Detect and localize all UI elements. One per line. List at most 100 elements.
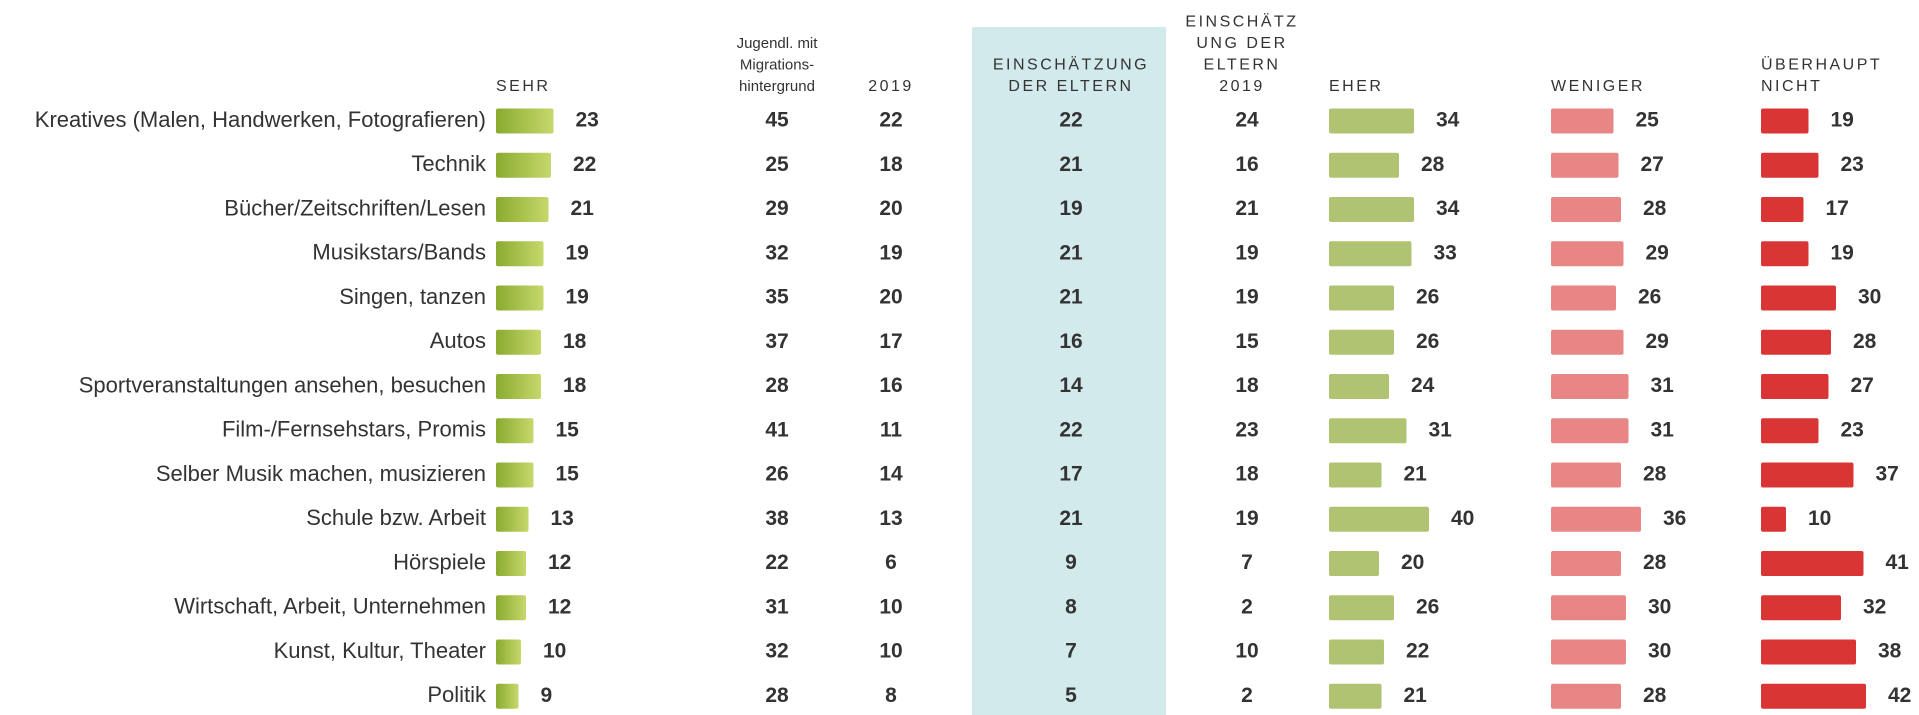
column-header: Jugendl. mit [737, 35, 819, 52]
category-label: Singen, tanzen [339, 284, 486, 309]
category-label: Sportveranstaltungen ansehen, besuchen [79, 372, 486, 397]
value-label: 22 [879, 109, 902, 132]
category-label: Musikstars/Bands [312, 240, 486, 265]
bar [496, 152, 551, 178]
value-label: 17 [1059, 463, 1082, 486]
column-header: Migrations- [740, 56, 814, 73]
value-label: 13 [879, 507, 902, 530]
value-label: 18 [1235, 463, 1259, 486]
highlight-band [972, 27, 1166, 715]
bar [496, 551, 526, 576]
value-label: 21 [1404, 463, 1428, 486]
category-label: Autos [430, 328, 486, 353]
value-label: 13 [551, 507, 574, 530]
value-label: 29 [765, 197, 788, 220]
bar [1551, 418, 1629, 444]
value-label: 2 [1241, 684, 1253, 707]
bar [496, 506, 529, 532]
bar [1329, 551, 1379, 576]
value-label: 18 [563, 330, 587, 353]
value-label: 31 [765, 595, 789, 618]
value-label: 17 [1826, 197, 1849, 220]
value-label: 21 [1059, 507, 1083, 530]
bar [496, 639, 521, 665]
bar [1761, 551, 1864, 576]
value-label: 17 [879, 330, 902, 353]
value-label: 34 [1436, 197, 1460, 220]
value-label: 28 [1853, 330, 1877, 353]
value-label: 22 [1059, 109, 1082, 132]
bar [1551, 683, 1621, 709]
bar [1551, 462, 1621, 488]
value-label: 28 [1643, 197, 1667, 220]
value-label: 21 [1404, 684, 1428, 707]
value-label: 28 [1421, 153, 1445, 176]
value-label: 8 [1065, 595, 1077, 618]
bar [496, 197, 549, 222]
value-label: 14 [1059, 374, 1083, 397]
bar [1551, 595, 1626, 621]
value-label: 26 [1638, 286, 1661, 309]
bar [1551, 329, 1624, 355]
column-header: hintergrund [739, 78, 815, 95]
value-label: 21 [1235, 197, 1259, 220]
value-label: 25 [765, 153, 789, 176]
bar [1329, 241, 1412, 267]
bar [1551, 241, 1624, 267]
bar [1551, 152, 1619, 178]
value-label: 12 [548, 551, 571, 574]
value-label: 22 [765, 551, 788, 574]
bar [1329, 329, 1394, 355]
column-header: DER ELTERN [1008, 78, 1133, 95]
value-label: 9 [1065, 551, 1077, 574]
column-header: ÜBERHAUPT [1761, 56, 1882, 74]
bar [1551, 639, 1626, 665]
column-header: SEHR [496, 78, 550, 95]
bar [1329, 418, 1407, 444]
value-label: 14 [879, 463, 903, 486]
bar [1551, 108, 1614, 134]
bar [1329, 683, 1382, 709]
bar [496, 595, 526, 621]
value-label: 20 [1401, 551, 1424, 574]
category-label: Kunst, Kultur, Theater [274, 638, 486, 663]
value-label: 2 [1241, 595, 1253, 618]
category-label: Hörspiele [393, 549, 486, 574]
column-header: EINSCHÄTZ [1185, 13, 1298, 31]
value-label: 20 [879, 286, 902, 309]
value-label: 24 [1411, 374, 1435, 397]
value-label: 28 [1643, 551, 1667, 574]
value-label: 22 [1406, 640, 1429, 663]
value-label: 30 [1648, 595, 1671, 618]
value-label: 8 [885, 684, 897, 707]
value-label: 19 [1235, 507, 1258, 530]
value-label: 41 [1886, 551, 1910, 574]
value-label: 28 [765, 374, 789, 397]
column-header: WENIGER [1551, 78, 1645, 95]
value-label: 42 [1888, 684, 1911, 707]
column-header: EINSCHÄTZUNG [993, 56, 1149, 74]
value-label: 26 [1416, 286, 1439, 309]
value-label: 31 [1429, 418, 1453, 441]
bar [1761, 683, 1866, 709]
value-label: 23 [576, 109, 599, 132]
value-label: 31 [1651, 418, 1675, 441]
bar [1551, 285, 1616, 311]
value-label: 16 [879, 374, 902, 397]
value-label: 10 [879, 640, 902, 663]
bar [496, 462, 534, 488]
category-label: Film-/Fernsehstars, Promis [222, 417, 486, 442]
value-label: 21 [571, 197, 595, 220]
value-label: 24 [1235, 109, 1259, 132]
value-label: 10 [1235, 640, 1258, 663]
bar [1761, 329, 1831, 355]
value-label: 15 [556, 418, 580, 441]
value-label: 36 [1663, 507, 1686, 530]
value-label: 32 [765, 640, 788, 663]
bar [1761, 285, 1836, 311]
column-header: ELTERN [1204, 57, 1281, 74]
value-label: 18 [879, 153, 903, 176]
value-label: 19 [1831, 109, 1854, 132]
value-label: 19 [1235, 241, 1258, 264]
